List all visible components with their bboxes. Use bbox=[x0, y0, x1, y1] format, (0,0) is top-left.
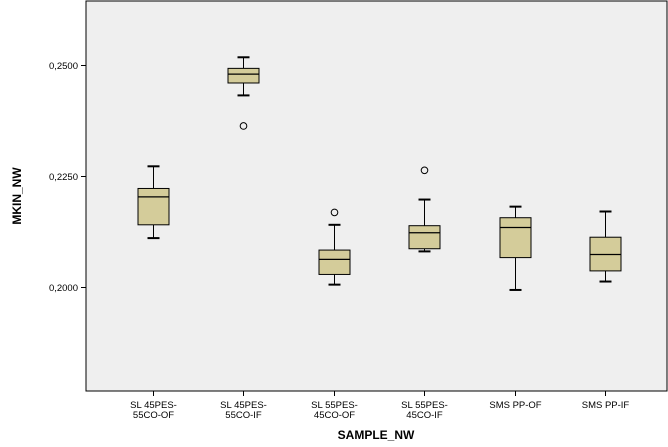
y-axis-title: MKIN_NW bbox=[10, 167, 24, 225]
box-group bbox=[499, 205, 532, 291]
x-tick-label: 55CO-OF bbox=[133, 410, 174, 421]
x-tick-label: SL 55PES- bbox=[311, 400, 358, 411]
box-group bbox=[408, 166, 441, 253]
box-group bbox=[137, 165, 170, 240]
x-tick-label: 45CO-OF bbox=[314, 410, 355, 421]
box bbox=[137, 187, 170, 226]
y-tick-label: 0,2500 bbox=[49, 61, 78, 72]
y-tick-label: 0,2250 bbox=[49, 172, 78, 183]
box bbox=[499, 217, 532, 259]
y-axis: 0,2000 0,2250 0,2500 bbox=[49, 61, 86, 294]
box bbox=[318, 249, 351, 275]
box-group bbox=[589, 210, 622, 283]
box-series bbox=[137, 56, 622, 291]
outlier-point bbox=[420, 166, 429, 175]
x-tick-label: SMS PP-OF bbox=[489, 400, 541, 411]
plot-area bbox=[85, 0, 668, 392]
x-axis-title: SAMPLE_NW bbox=[338, 428, 415, 442]
box-group bbox=[318, 208, 351, 286]
y-tick-label: 0,2000 bbox=[49, 283, 78, 294]
x-tick-label: SL 55PES- bbox=[401, 400, 448, 411]
box-group bbox=[227, 56, 260, 130]
box bbox=[408, 225, 441, 250]
x-tick-label: SMS PP-IF bbox=[582, 400, 630, 411]
x-tick-label: 45CO-IF bbox=[406, 410, 443, 421]
box bbox=[227, 67, 260, 84]
x-tick-label: SL 45PES- bbox=[130, 400, 177, 411]
x-tick-label: 55CO-IF bbox=[225, 410, 262, 421]
x-tick-label: SL 45PES- bbox=[220, 400, 267, 411]
outlier-point bbox=[239, 122, 248, 130]
outlier-point bbox=[330, 208, 339, 217]
